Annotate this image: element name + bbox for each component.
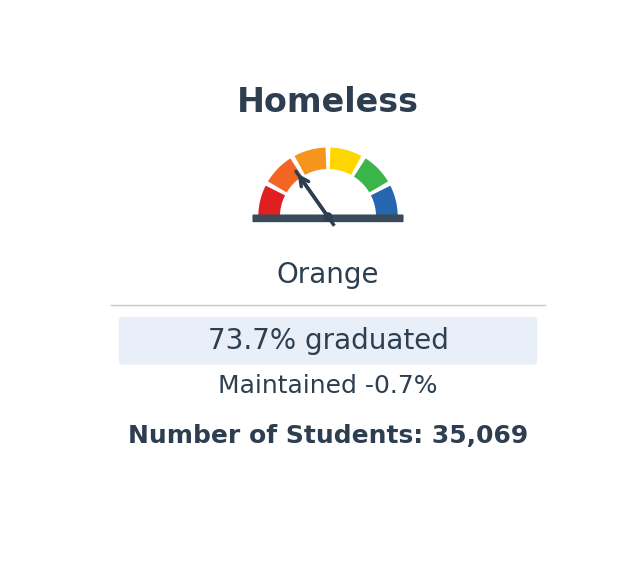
Text: Maintained -0.7%: Maintained -0.7%: [218, 374, 438, 398]
Polygon shape: [268, 159, 302, 192]
Polygon shape: [330, 148, 362, 175]
Text: Homeless: Homeless: [237, 86, 419, 119]
Circle shape: [324, 213, 332, 221]
FancyBboxPatch shape: [119, 317, 537, 365]
Polygon shape: [259, 186, 285, 217]
FancyBboxPatch shape: [252, 214, 404, 222]
Polygon shape: [371, 186, 397, 217]
Text: Number of Students: 35,069: Number of Students: 35,069: [128, 424, 528, 448]
Text: Orange: Orange: [276, 261, 380, 289]
Polygon shape: [294, 148, 326, 175]
Text: 73.7% graduated: 73.7% graduated: [207, 327, 449, 355]
Polygon shape: [354, 159, 388, 192]
